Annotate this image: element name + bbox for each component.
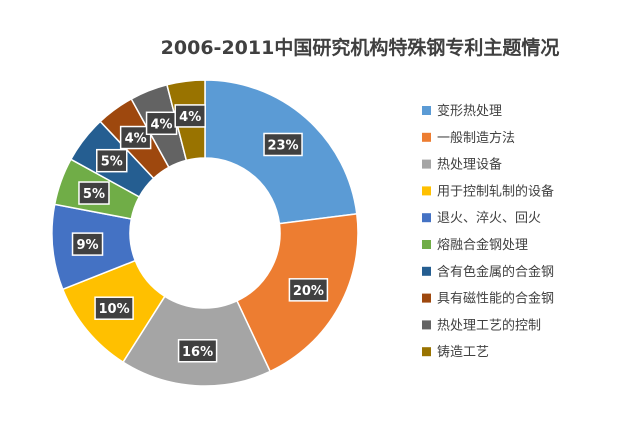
legend-swatch [422, 240, 431, 249]
legend-item-1: 变形热处理 [422, 103, 502, 119]
data-label-box [71, 232, 104, 256]
legend-item-3: 热处理设备 [422, 157, 502, 173]
legend-swatch [422, 159, 431, 169]
legend-label: 热处理工艺的控制 [437, 317, 541, 333]
legend-swatch [422, 213, 431, 223]
data-label-box [78, 181, 110, 205]
legend-label: 退火、淬火、回火 [437, 211, 541, 226]
data-label-text: 4% [125, 132, 147, 147]
legend-swatch [422, 106, 431, 115]
legend-label: 变形热处理 [437, 103, 502, 119]
data-label-text: 4% [151, 117, 173, 132]
data-labels-layer: 23%20%16%10%9%5%5%4%4% 4% [71, 104, 329, 363]
legend-item-8: 具有磁性能的合金钢 [422, 291, 554, 307]
data-label-3: 16% [177, 339, 218, 363]
data-label-box [119, 125, 152, 150]
legend-swatch [422, 347, 431, 357]
legend-item-4: 用于控制轧制的设备 [422, 183, 554, 199]
chart-title: 2006-2011中国研究机构特殊钢专利主题情况 [161, 36, 560, 59]
legend-label: 一般制造方法 [437, 130, 515, 146]
legend-item-10: 铸造工艺 [422, 344, 489, 360]
data-label-text: 20% [293, 284, 324, 299]
data-label-6: 5% [78, 181, 110, 205]
data-label-1: 23% [263, 132, 303, 157]
data-label-box [174, 104, 206, 128]
data-label-8: 4% [119, 125, 152, 150]
legend-swatch [422, 132, 431, 142]
legend-label: 用于控制轧制的设备 [437, 183, 554, 199]
data-label-box [96, 148, 128, 173]
legend-label: 铸造工艺 [437, 344, 489, 360]
legend: 变形热处理一般制造方法热处理设备用于控制轧制的设备退火、淬火、回火熔融合金钢处理… [422, 103, 554, 360]
legend-swatch [422, 320, 431, 330]
data-label-text: 23% [267, 138, 298, 153]
data-label-5: 9% [71, 232, 104, 256]
legend-item-7: 含有色金属的合金钢 [422, 264, 554, 280]
data-label-text: 10% [99, 302, 130, 317]
legend-swatch [422, 293, 431, 303]
data-label-text: 5% [101, 155, 123, 170]
legend-item-2: 一般制造方法 [422, 130, 515, 146]
legend-swatch [422, 266, 431, 276]
legend-item-5: 退火、淬火、回火 [422, 211, 541, 226]
data-label-9: 4% [145, 111, 178, 136]
legend-item-9: 热处理工艺的控制 [422, 317, 541, 333]
legend-swatch [422, 186, 431, 196]
data-label-4: 10% [94, 296, 134, 320]
data-label-box [288, 278, 329, 302]
data-label-10: 4% [174, 104, 206, 128]
legend-label: 含有色金属的合金钢 [437, 264, 554, 280]
legend-label: 热处理设备 [437, 157, 502, 173]
data-label-box [263, 132, 303, 157]
legend-label: 具有磁性能的合金钢 [437, 291, 554, 307]
data-label-2: 20% [288, 278, 329, 302]
data-label-box [94, 296, 134, 320]
data-label-text: 5% [83, 187, 105, 202]
data-label-text: 9% [76, 238, 98, 253]
data-label-7: 5% [96, 148, 128, 173]
data-label-text: 16% [182, 345, 213, 360]
legend-item-6: 熔融合金钢处理 [422, 237, 528, 253]
data-label-box [177, 339, 218, 363]
data-label-text: 4% [179, 110, 201, 125]
legend-label: 熔融合金钢处理 [437, 237, 528, 253]
